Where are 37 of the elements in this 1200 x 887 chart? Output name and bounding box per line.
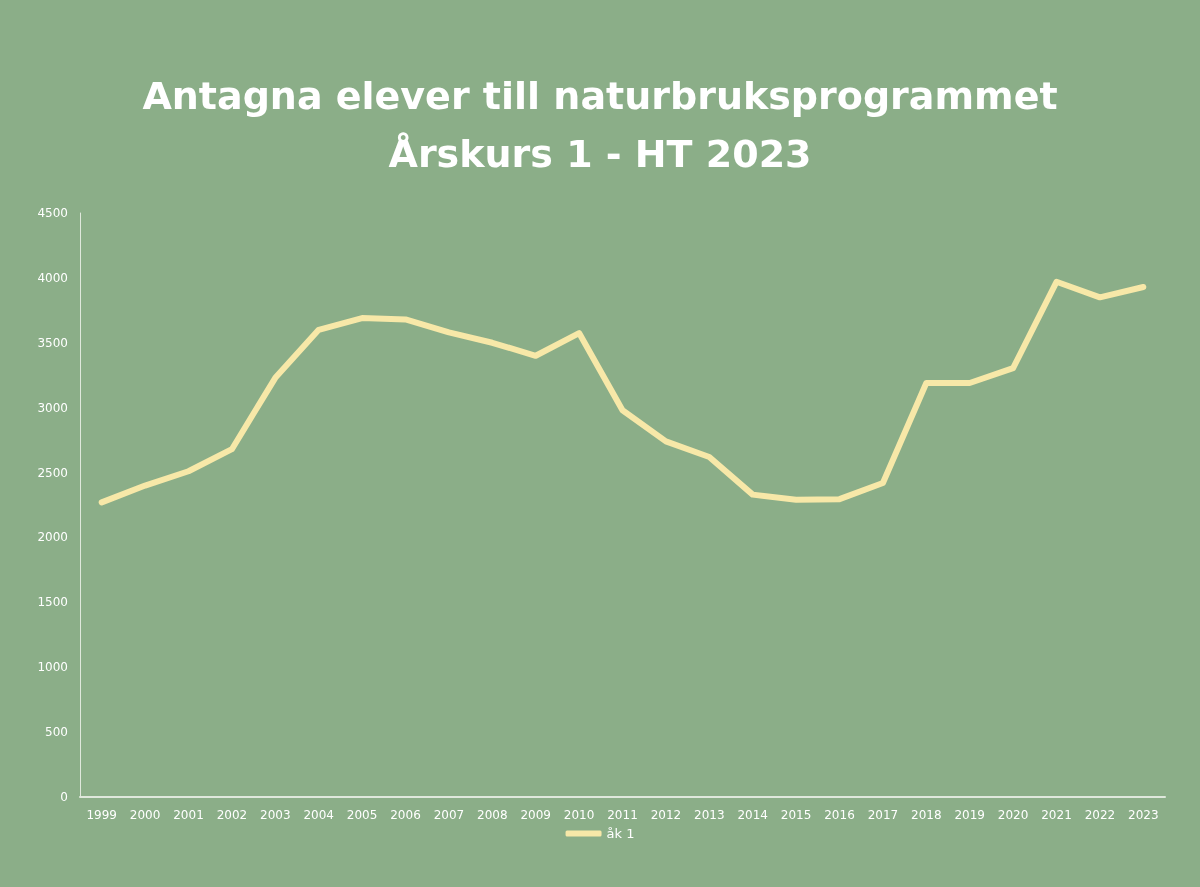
y-tick-label: 1000	[37, 660, 68, 675]
x-tick-label: 2005	[346, 808, 378, 822]
chart-title: Antagna elever till naturbruksprogrammet Årskurs 1 - HT 2023	[142, 74, 1058, 176]
legend-label: åk 1	[606, 826, 635, 841]
x-tick-label: 2003	[260, 808, 291, 822]
x-tick-label: 2023	[1128, 808, 1159, 822]
x-tick-label: 2021	[1041, 808, 1072, 822]
x-tick-label: 2019	[954, 808, 985, 822]
x-tick-label: 2012	[650, 808, 682, 822]
x-tick-label: 2017	[867, 808, 899, 822]
x-tick-label: 2016	[824, 808, 855, 822]
x-tick-label: 2011	[607, 808, 638, 822]
x-tick-label: 2008	[477, 808, 508, 822]
y-tick-label: 3000	[37, 400, 68, 415]
x-tick-label: 2002	[216, 808, 248, 822]
y-tick-label: 2000	[37, 530, 68, 545]
x-tick-label: 2014	[737, 808, 768, 822]
y-tick-label: 4000	[37, 270, 68, 285]
y-tick-label: 0	[60, 790, 68, 804]
x-tick-label: 2018	[911, 808, 942, 822]
y-tick-label: 2500	[37, 465, 68, 480]
y-tick-label: 4500	[37, 206, 68, 220]
y-tick-label: 1500	[37, 595, 68, 610]
x-tick-label: 2010	[563, 808, 595, 822]
x-tick-label: 2000	[129, 808, 161, 822]
x-tick-label: 2004	[303, 808, 334, 822]
x-tick-label: 2009	[520, 808, 551, 822]
x-tick-label: 2006	[390, 808, 421, 822]
y-tick-label: 3500	[37, 335, 68, 350]
x-tick-label: 2020	[997, 808, 1029, 822]
x-tick-label: 2013	[694, 808, 725, 822]
x-tick-label: 2022	[1084, 808, 1116, 822]
x-tick-label: 1999	[86, 808, 117, 822]
x-tick-label: 2001	[173, 808, 204, 822]
x-tick-label: 2015	[780, 808, 812, 822]
y-tick-label: 500	[45, 725, 68, 740]
x-tick-label: 2007	[433, 808, 465, 822]
